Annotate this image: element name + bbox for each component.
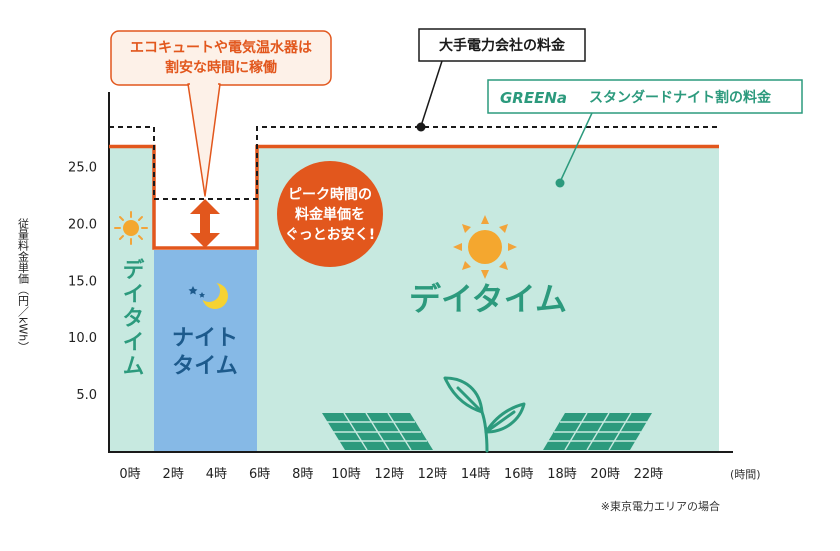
y-tick-label: 25.0 <box>68 160 97 175</box>
x-tick-label: 12時 <box>418 467 448 482</box>
major-utility-legend: 大手電力会社の料金 <box>416 28 586 132</box>
moon-icon <box>188 280 228 309</box>
callout-line2: 割安な時間に稼働 <box>165 59 277 76</box>
x-tick-label: 14時 <box>461 467 491 482</box>
major-utility-price-line <box>109 126 719 200</box>
x-tick-label: 18時 <box>547 467 577 482</box>
greena-legend: GREENa スタンダードナイト割の料金 <box>487 79 803 188</box>
sun-icon <box>453 215 517 279</box>
x-tick-label: 16時 <box>504 467 534 482</box>
daytime-label-right: デイタイム <box>409 280 567 318</box>
y-axis-title: 従量料金単価（円／kWh） <box>17 218 30 353</box>
night-label-line2: タイム <box>172 354 238 379</box>
major-utility-label: 大手電力会社の料金 <box>439 37 566 54</box>
peak-line1: ピーク時間の <box>288 186 372 203</box>
x-tick-label: 22時 <box>634 467 664 482</box>
peak-badge: ピーク時間の 料金単価を ぐっとお安く! <box>277 161 383 267</box>
x-tick-label: 6時 <box>249 467 270 482</box>
eco-callout: エコキュートや電気温水器は 割安な時間に稼働 <box>110 30 332 197</box>
greena-label: スタンダードナイト割の料金 <box>589 89 772 106</box>
x-tick-label: 4時 <box>206 467 227 482</box>
x-tick-label: 0時 <box>119 467 140 482</box>
y-tick-label: 15.0 <box>68 274 97 289</box>
x-tick-label: 20時 <box>590 467 620 482</box>
x-tick-label: 2時 <box>163 467 184 482</box>
x-axis-unit: (時間) <box>730 468 761 481</box>
x-tick-labels: 0時 2時 4時 6時 8時 10時 12時 12時 14時 16時 18時 20時 22時 (時間) <box>119 467 760 482</box>
callout-line1: エコキュートや電気温水器は <box>130 39 312 56</box>
y-tick-labels: 5.0 10.0 15.0 20.0 25.0 <box>68 160 97 403</box>
greena-logo: GREENa <box>500 89 567 107</box>
y-tick-label: 5.0 <box>76 388 97 403</box>
y-tick-label: 20.0 <box>68 217 97 232</box>
x-tick-label: 12時 <box>374 467 404 482</box>
peak-line3: ぐっとお安く! <box>285 226 375 243</box>
price-gap-arrow <box>190 199 220 248</box>
y-tick-label: 10.0 <box>68 331 97 346</box>
x-tick-label: 8時 <box>292 467 313 482</box>
night-label-line1: ナイト <box>172 326 238 351</box>
peak-line2: 料金単価を <box>295 206 365 223</box>
greena-price-line <box>109 144 719 250</box>
solar-panel-icon <box>543 412 652 451</box>
daytime-label-left: デイタイム <box>119 257 144 378</box>
x-tick-label: 10時 <box>331 467 361 482</box>
footnote: ※東京電力エリアの場合 <box>601 499 720 513</box>
sun-icon <box>114 211 148 245</box>
leaf-plant-icon <box>443 376 526 453</box>
daytime-area-left <box>109 148 154 451</box>
solar-panel-icon <box>322 412 433 451</box>
